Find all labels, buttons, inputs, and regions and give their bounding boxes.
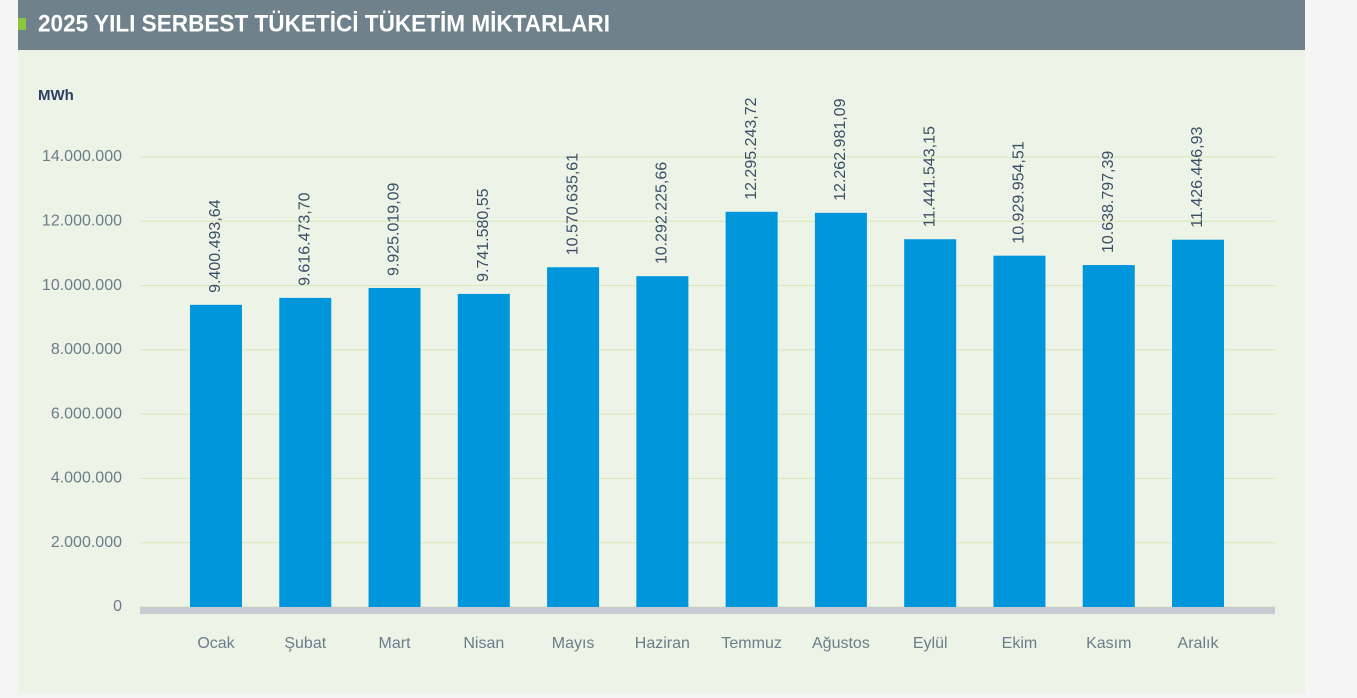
y-tick-label: 8.000.000 [51,341,122,358]
x-tick-label: Eylül [913,635,948,652]
value-label: 9.400.493,64 [207,199,224,293]
x-tick-label: Ağustos [812,635,870,652]
baseline [140,607,1275,614]
x-tick-label: Haziran [635,635,690,652]
bar [368,287,421,607]
value-label: 9.616.473,70 [296,192,313,286]
bar [189,304,242,607]
y-tick-label: 0 [113,598,122,615]
y-tick-label: 4.000.000 [51,470,122,487]
value-label: 11.441.543,15 [921,126,938,227]
bar [904,239,957,607]
value-label: 10.570.635,61 [564,153,581,255]
bar [279,297,332,607]
value-label: 10.929.954,51 [1011,141,1028,243]
x-tick-label: Kasım [1086,635,1131,652]
x-tick-label: Temmuz [721,635,781,652]
bar [457,293,510,607]
x-tick-label: Mayıs [552,635,595,652]
y-tick-label: 12.000.000 [42,213,122,230]
bar [1082,265,1135,607]
header-accent [18,18,26,30]
bar [547,267,600,607]
value-label: 12.295.243,72 [743,97,760,199]
y-tick-label: 10.000.000 [42,277,122,294]
bar [725,211,778,608]
y-tick-label: 6.000.000 [51,405,122,422]
value-label: 10.292.225,66 [654,162,671,264]
x-tick-label: Nisan [463,635,504,652]
bar [993,255,1046,607]
bar [814,212,867,607]
x-tick-label: Mart [379,635,412,652]
x-tick-label: Ocak [197,635,235,652]
y-tick-label: 2.000.000 [51,534,122,551]
value-label: 9.741.580,55 [475,188,492,282]
y-axis-label: MWh [38,87,74,104]
x-tick-label: Şubat [284,635,326,652]
value-label: 11.426.446,93 [1189,126,1206,227]
y-tick-label: 14.000.000 [42,148,122,165]
x-tick-label: Ekim [1002,635,1038,652]
value-label: 10.638.797,39 [1100,151,1117,253]
x-tick-label: Aralık [1178,635,1220,652]
header-bar [18,0,1305,50]
chart-title: 2025 YILI SERBEST TÜKETİCİ TÜKETİM MİKTA… [38,10,610,37]
value-label: 12.262.981,09 [832,98,849,200]
bar [1172,239,1225,607]
bar [636,276,689,607]
value-label: 9.925.019,09 [386,182,403,276]
